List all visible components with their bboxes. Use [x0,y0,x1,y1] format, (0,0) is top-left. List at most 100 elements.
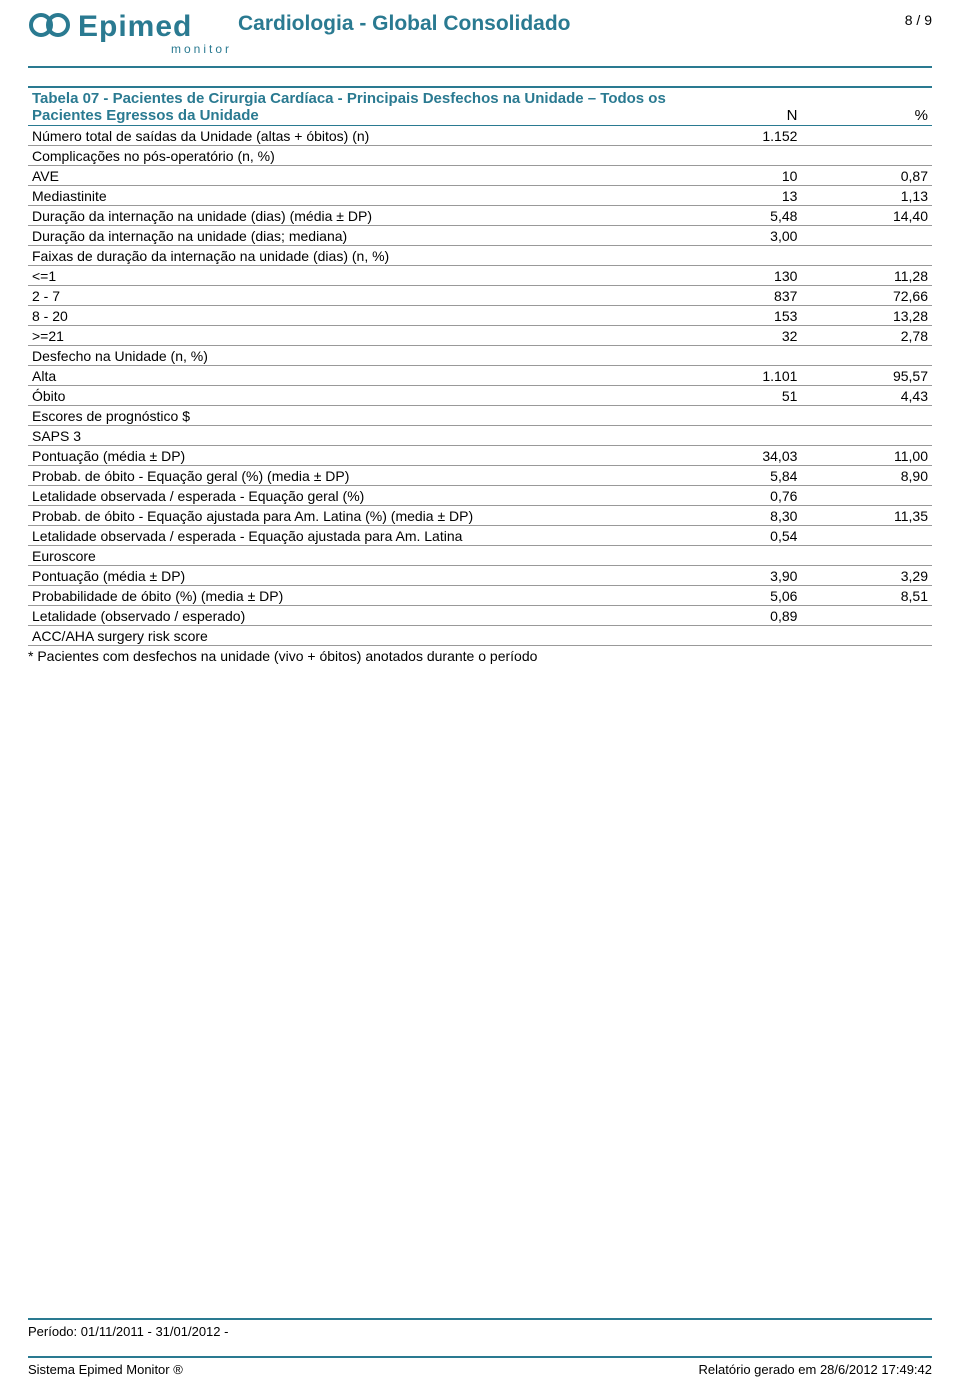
row-n: 837 [671,286,802,306]
table-row: Número total de saídas da Unidade (altas… [28,126,932,146]
row-label: AVE [28,166,671,186]
row-label: Pontuação (média ± DP) [28,566,671,586]
row-pct: 11,00 [801,446,932,466]
row-label: Probab. de óbito - Equação geral (%) (me… [28,466,671,486]
table-title: Tabela 07 - Pacientes de Cirurgia Cardía… [28,88,671,126]
row-label: Desfecho na Unidade (n, %) [28,346,671,366]
table-row: Mediastinite131,13 [28,186,932,206]
row-n: 34,03 [671,446,802,466]
table-row: Duração da internação na unidade (dias; … [28,226,932,246]
row-n: 5,06 [671,586,802,606]
table-row: 2 - 783772,66 [28,286,932,306]
row-n: 1.101 [671,366,802,386]
row-pct [801,146,932,166]
row-n [671,246,802,266]
row-pct: 14,40 [801,206,932,226]
table-row: Euroscore [28,546,932,566]
row-pct: 0,87 [801,166,932,186]
table-row: SAPS 3 [28,426,932,446]
table-row: Complicações no pós-operatório (n, %) [28,146,932,166]
row-label: Mediastinite [28,186,671,206]
row-label: 8 - 20 [28,306,671,326]
table-row: Probabilidade de óbito (%) (media ± DP)5… [28,586,932,606]
table-row: Desfecho na Unidade (n, %) [28,346,932,366]
row-pct [801,626,932,646]
report-title: Cardiologia - Global Consolidado [238,10,932,36]
row-n: 32 [671,326,802,346]
row-label: 2 - 7 [28,286,671,306]
row-label: SAPS 3 [28,426,671,446]
table-row: Duração da internação na unidade (dias) … [28,206,932,226]
row-n [671,546,802,566]
row-n: 3,90 [671,566,802,586]
divider [28,66,932,68]
table-row: Probab. de óbito - Equação geral (%) (me… [28,466,932,486]
row-n: 5,84 [671,466,802,486]
row-pct [801,226,932,246]
row-n: 0,76 [671,486,802,506]
row-label: >=21 [28,326,671,346]
row-label: Letalidade observada / esperada - Equaçã… [28,486,671,506]
footer-period: Período: 01/11/2011 - 31/01/2012 - [28,1318,932,1339]
logo: Epimed monitor [28,10,238,56]
table-row: >=21322,78 [28,326,932,346]
data-table: Tabela 07 - Pacientes de Cirurgia Cardía… [28,88,932,646]
row-pct: 72,66 [801,286,932,306]
table-row: 8 - 2015313,28 [28,306,932,326]
row-pct [801,426,932,446]
row-pct: 13,28 [801,306,932,326]
footer-generated: Relatório gerado em 28/6/2012 17:49:42 [699,1362,932,1377]
row-pct: 8,51 [801,586,932,606]
footer-system: Sistema Epimed Monitor ® [28,1362,183,1377]
table-row: Letalidade observada / esperada - Equaçã… [28,526,932,546]
row-pct [801,526,932,546]
row-pct [801,546,932,566]
row-label: Duração da internação na unidade (dias) … [28,206,671,226]
table-row: Letalidade (observado / esperado)0,89 [28,606,932,626]
row-pct: 4,43 [801,386,932,406]
row-label: Euroscore [28,546,671,566]
row-pct [801,486,932,506]
row-n [671,406,802,426]
page-number: 8 / 9 [905,10,932,28]
table-row: Faixas de duração da internação na unida… [28,246,932,266]
row-n: 153 [671,306,802,326]
table-row: Escores de prognóstico $ [28,406,932,426]
row-n: 13 [671,186,802,206]
row-pct: 11,35 [801,506,932,526]
logo-text: Epimed [78,10,192,44]
row-n: 5,48 [671,206,802,226]
row-label: Pontuação (média ± DP) [28,446,671,466]
row-label: Alta [28,366,671,386]
row-n: 3,00 [671,226,802,246]
row-pct [801,346,932,366]
row-label: Letalidade observada / esperada - Equaçã… [28,526,671,546]
table-row: AVE100,87 [28,166,932,186]
table-row: Pontuação (média ± DP)3,903,29 [28,566,932,586]
row-n: 8,30 [671,506,802,526]
row-pct: 8,90 [801,466,932,486]
table-row: ACC/AHA surgery risk score [28,626,932,646]
row-n: 0,54 [671,526,802,546]
table-footnote: * Pacientes com desfechos na unidade (vi… [28,646,932,664]
report-header: Epimed monitor Cardiologia - Global Cons… [28,0,932,60]
col-header-pct: % [801,88,932,126]
row-label: ACC/AHA surgery risk score [28,626,671,646]
table-row: Probab. de óbito - Equação ajustada para… [28,506,932,526]
row-label: <=1 [28,266,671,286]
footer-bottom: Sistema Epimed Monitor ® Relatório gerad… [28,1356,932,1377]
logo-rings-icon [28,11,74,44]
row-n: 130 [671,266,802,286]
row-label: Faixas de duração da internação na unida… [28,246,671,266]
table-row: <=113011,28 [28,266,932,286]
logo-subtitle: monitor [28,42,238,56]
row-label: Número total de saídas da Unidade (altas… [28,126,671,146]
table-row: Pontuação (média ± DP)34,0311,00 [28,446,932,466]
row-n: 0,89 [671,606,802,626]
row-label: Letalidade (observado / esperado) [28,606,671,626]
row-n: 10 [671,166,802,186]
table-row: Letalidade observada / esperada - Equaçã… [28,486,932,506]
row-n [671,426,802,446]
row-pct [801,406,932,426]
row-pct: 3,29 [801,566,932,586]
